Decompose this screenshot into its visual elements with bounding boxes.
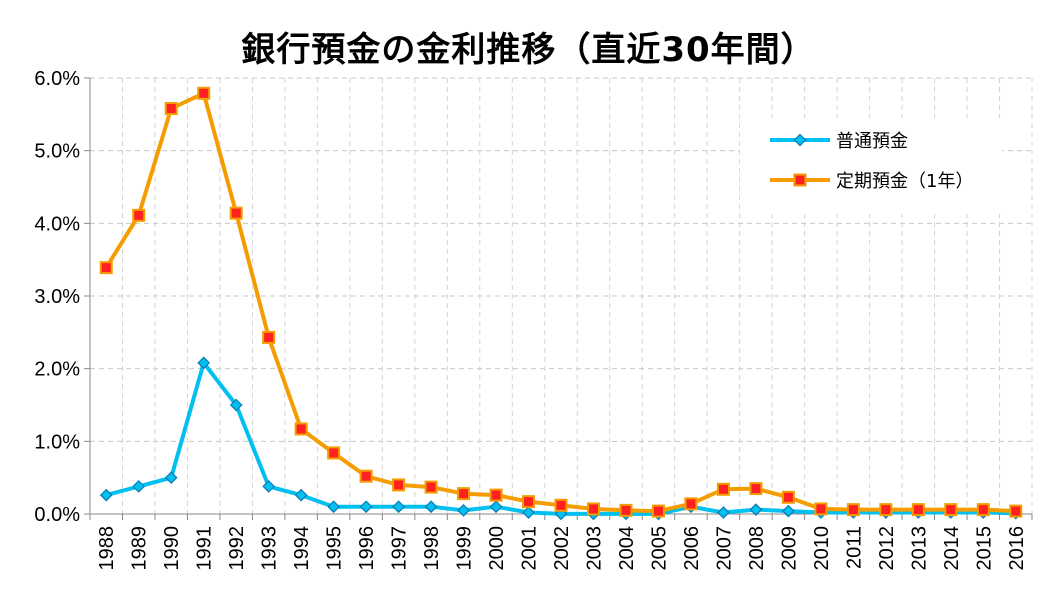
x-tick-label: 1998 (421, 526, 443, 571)
data-point (359, 469, 373, 483)
data-point (749, 482, 763, 496)
data-point (717, 506, 730, 519)
x-tick-label: 2007 (713, 526, 735, 571)
x-tick-label: 1989 (129, 526, 151, 571)
x-tick-label: 1994 (291, 526, 313, 571)
series-2 (99, 86, 1023, 518)
data-point (457, 487, 471, 501)
y-tick-label: 2.0% (34, 359, 80, 381)
y-tick-label: 1.0% (34, 431, 80, 453)
data-point (976, 503, 990, 517)
data-point (586, 502, 600, 516)
x-tick-label: 2013 (908, 526, 930, 571)
data-point (359, 500, 373, 514)
data-point (716, 482, 730, 496)
data-point (392, 500, 405, 514)
x-tick-label: 1995 (324, 526, 346, 571)
data-point (197, 86, 211, 100)
data-point (132, 208, 146, 222)
series-line (105, 360, 1016, 516)
data-point (262, 330, 276, 344)
data-point (229, 398, 243, 412)
x-tick-label: 2014 (941, 526, 963, 571)
x-tick-label: 2006 (681, 526, 703, 571)
x-tick-label: 2001 (519, 526, 541, 571)
data-point (522, 506, 535, 519)
data-point (99, 488, 113, 502)
legend-marker (793, 133, 807, 147)
x-tick-label: 1988 (96, 526, 118, 571)
data-point (197, 356, 211, 370)
data-point (457, 504, 470, 517)
x-tick-label: 2002 (551, 526, 573, 571)
data-point (846, 503, 860, 517)
data-point (327, 446, 341, 460)
x-tick-label: 1991 (194, 526, 216, 571)
x-tick-label: 2003 (583, 526, 605, 571)
legend-label: 定期預金（1年） (836, 171, 973, 192)
x-tick-label: 2010 (811, 526, 833, 571)
data-point (944, 503, 958, 517)
legend-marker (793, 173, 807, 187)
chart-title: 銀行預金の金利推移（直近30年間） (241, 30, 816, 70)
data-point (99, 261, 113, 275)
legend-item: 普通預金 (770, 131, 908, 152)
legend-label: 普通預金 (836, 131, 908, 152)
data-point (132, 480, 146, 493)
x-tick-label: 1996 (356, 526, 378, 571)
x-tick-label: 2008 (746, 526, 768, 571)
series-1 (99, 356, 1023, 521)
y-tick-label: 4.0% (34, 213, 80, 235)
x-tick-label: 2005 (648, 526, 670, 571)
y-tick-label: 6.0% (34, 68, 80, 90)
data-point (781, 490, 795, 504)
y-tick-label: 0.0% (34, 504, 80, 526)
data-point (782, 504, 795, 518)
data-point (651, 504, 665, 518)
data-point (164, 102, 178, 116)
y-tick-label: 3.0% (34, 286, 80, 308)
data-point (749, 503, 763, 516)
x-tick-label: 2015 (973, 526, 995, 571)
data-point (489, 488, 503, 502)
x-tick-label: 1999 (454, 526, 476, 571)
x-tick-label: 2009 (778, 526, 800, 571)
x-tick-label: 2004 (616, 526, 638, 571)
data-point (684, 497, 698, 511)
y-tick-label: 5.0% (34, 141, 80, 163)
data-point (554, 498, 568, 512)
data-point (294, 422, 308, 436)
data-point (879, 503, 893, 517)
axes: 0.0% 1.0% 2.0% 3.0% 4.0% 5.0% 6.0% 1988 1989 1990… (34, 68, 1033, 571)
series-lines (99, 86, 1023, 521)
data-point (1009, 504, 1023, 518)
legend-item: 定期預金（1年） (770, 171, 973, 192)
data-point (911, 503, 925, 517)
legend-background (740, 118, 1002, 214)
data-point (814, 502, 828, 516)
data-point (294, 488, 308, 502)
x-tick-label: 2011 (843, 526, 865, 569)
x-tick-label: 1992 (226, 526, 248, 571)
x-tick-label: 2000 (486, 526, 508, 571)
x-tick-label: 1997 (389, 526, 411, 571)
x-tick-label: 1993 (259, 526, 281, 571)
data-point (392, 478, 406, 492)
data-point (522, 495, 536, 509)
data-point (262, 480, 276, 493)
data-point (424, 480, 438, 494)
data-point (619, 503, 633, 517)
data-point (229, 206, 243, 220)
data-point (424, 500, 438, 514)
x-tick-label: 2012 (876, 526, 898, 571)
data-point (489, 500, 503, 514)
x-tick-label: 1990 (161, 526, 183, 571)
data-point (327, 500, 340, 514)
x-tick-label: 2016 (1006, 526, 1028, 571)
data-point (164, 471, 178, 485)
